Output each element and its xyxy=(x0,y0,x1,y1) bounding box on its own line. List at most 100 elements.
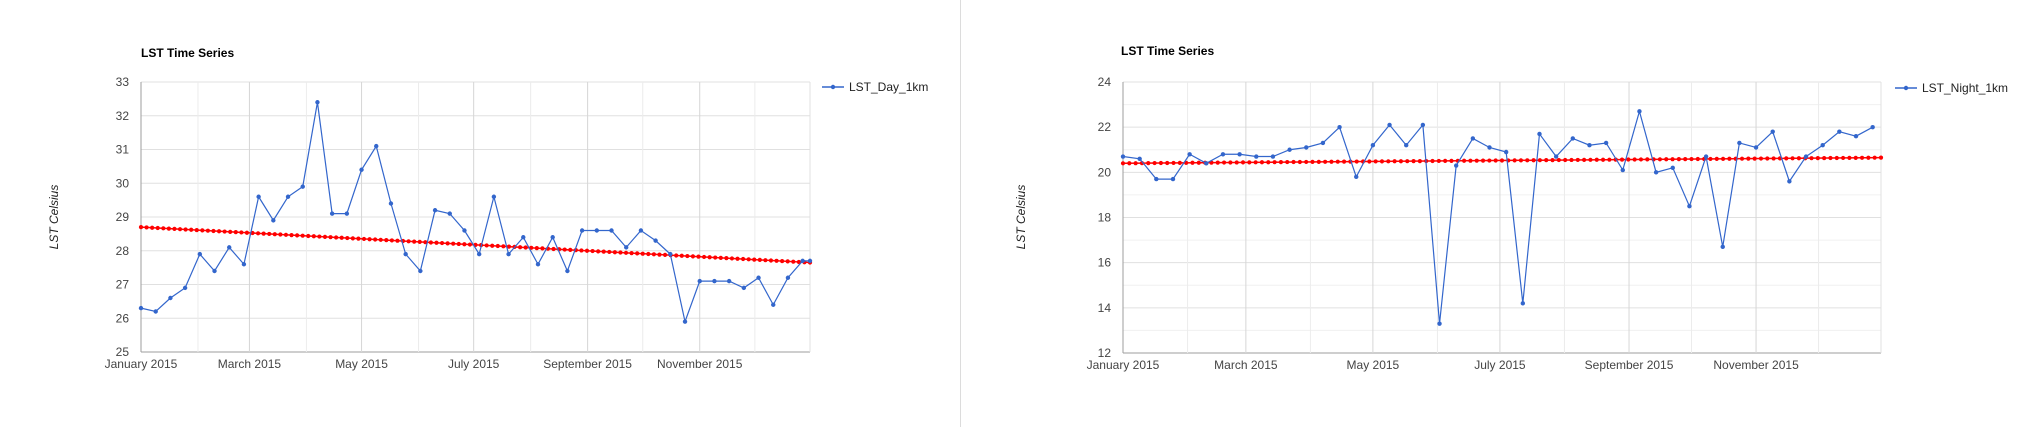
y-tick-label: 28 xyxy=(116,244,130,258)
trend-point xyxy=(607,249,612,255)
data-point xyxy=(1404,143,1409,148)
trend-point xyxy=(1493,158,1498,163)
data-point xyxy=(1487,145,1492,150)
trend-point xyxy=(1588,157,1593,162)
trend-point xyxy=(278,232,283,237)
trend-point xyxy=(568,247,573,252)
data-point xyxy=(506,251,511,257)
trend-point xyxy=(177,227,183,232)
data-point xyxy=(565,268,570,274)
x-tick-label: March 2015 xyxy=(218,357,282,371)
trend-point xyxy=(295,233,300,238)
trend-point xyxy=(1531,158,1536,163)
trend-point xyxy=(1171,160,1176,166)
data-point xyxy=(697,278,702,284)
data-point xyxy=(1670,165,1675,171)
trend-point xyxy=(1708,156,1713,162)
trend-point xyxy=(1518,158,1524,163)
trend-point xyxy=(701,254,707,260)
trend-point xyxy=(1468,158,1473,163)
trend-point xyxy=(306,233,311,239)
trend-point xyxy=(774,258,779,263)
data-point xyxy=(182,285,188,291)
trend-point xyxy=(735,256,740,261)
data-point xyxy=(1287,147,1292,152)
trend-point xyxy=(378,237,383,242)
data-point xyxy=(403,251,408,257)
trend-point xyxy=(1133,161,1138,166)
trend-point xyxy=(1291,159,1296,165)
data-point xyxy=(726,278,732,284)
trend-point xyxy=(194,227,199,233)
trend-point xyxy=(1247,160,1252,165)
trend-point xyxy=(1809,156,1814,161)
trend-point xyxy=(791,259,796,264)
trend-point xyxy=(1297,159,1302,165)
trend-point xyxy=(345,235,350,241)
y-tick-label: 33 xyxy=(116,75,130,89)
series-line xyxy=(140,102,810,324)
trend-point xyxy=(222,229,227,234)
trend-point xyxy=(1550,158,1555,163)
trend-point xyxy=(350,236,355,241)
trend-point xyxy=(261,231,266,236)
trend-point xyxy=(1480,158,1486,163)
trend-point xyxy=(724,256,729,261)
trend-point xyxy=(741,256,746,262)
x-tick-label: November 2015 xyxy=(657,357,743,371)
y-axis-label: LST Celsius xyxy=(1014,185,1028,250)
trend-point xyxy=(1847,155,1852,160)
trend-point xyxy=(439,240,445,246)
trend-point xyxy=(1739,156,1745,161)
trend-point xyxy=(635,251,640,256)
trend-point xyxy=(228,229,233,234)
trend-point xyxy=(1771,156,1776,161)
trend-point xyxy=(1600,157,1606,162)
trend-point xyxy=(451,241,456,246)
lst-night-chart: LST Time Series LST Celsius 12 14 16 18 20 22 24… xyxy=(1014,44,2008,372)
data-point xyxy=(1837,129,1842,134)
data-point xyxy=(1587,143,1592,148)
data-point xyxy=(1220,152,1226,157)
trend-point xyxy=(1594,157,1599,162)
legend-marker xyxy=(1903,85,1909,91)
trend-point xyxy=(1285,159,1290,165)
trend-point xyxy=(623,250,629,255)
data-point xyxy=(432,208,438,213)
trend-point xyxy=(518,245,523,250)
trend-point xyxy=(1676,157,1681,162)
data-point xyxy=(1603,140,1609,146)
trend-point xyxy=(462,242,467,247)
data-point xyxy=(624,245,629,250)
trend-point xyxy=(690,254,696,259)
data-point xyxy=(1620,167,1625,173)
trend-point xyxy=(1626,157,1631,162)
data-point xyxy=(1720,244,1725,250)
trend-point xyxy=(1563,157,1568,163)
trend-point xyxy=(646,251,651,257)
trend-point xyxy=(1411,159,1416,164)
trend-point xyxy=(1784,156,1789,161)
trend-point xyxy=(1165,160,1170,166)
y-axis-label: LST Celsius xyxy=(47,185,61,250)
trend-point xyxy=(155,225,160,231)
data-point xyxy=(491,194,497,199)
trend-point xyxy=(562,247,567,252)
trend-point xyxy=(757,257,762,263)
x-tick-label: March 2015 xyxy=(1214,358,1278,372)
trend-point xyxy=(1379,159,1385,164)
trend-point xyxy=(640,251,645,256)
data-point xyxy=(241,262,247,267)
data-point xyxy=(550,235,555,240)
data-point xyxy=(447,211,452,216)
data-point xyxy=(638,228,644,233)
trend-point xyxy=(1638,157,1644,162)
chart-panel-day: LST Time Series LST Celsius 25 26 27 28 29 30 31… xyxy=(0,0,960,427)
data-point xyxy=(1170,176,1176,182)
trend-point xyxy=(662,252,668,257)
trend-point xyxy=(685,253,690,259)
trend-point xyxy=(189,227,194,232)
trend-point xyxy=(1619,157,1625,162)
y-tick-label: 29 xyxy=(116,210,130,224)
trend-point xyxy=(1430,158,1435,164)
